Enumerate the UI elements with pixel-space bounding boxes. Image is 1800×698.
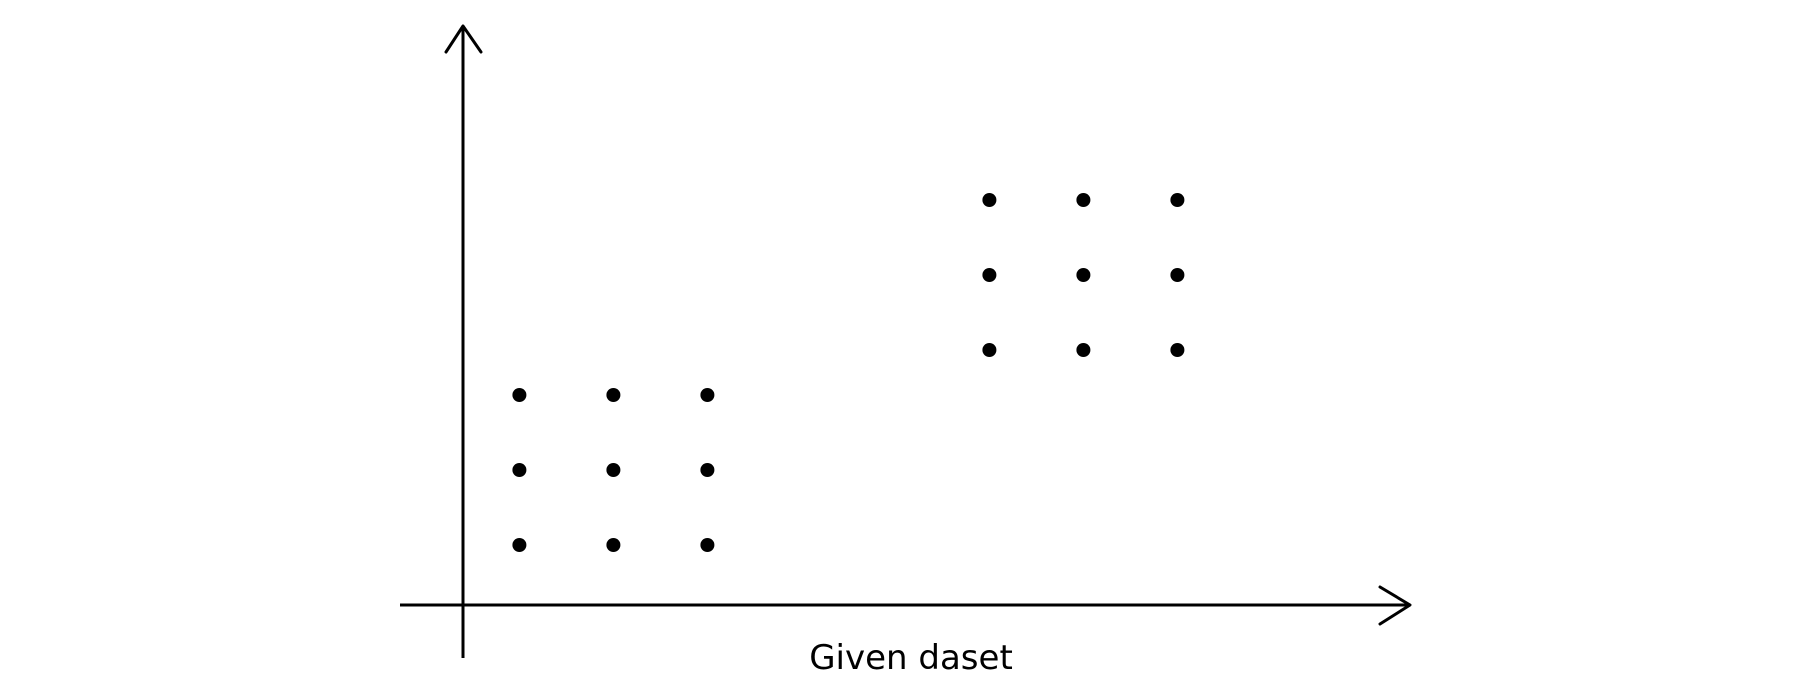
data-point	[700, 388, 715, 402]
axes	[400, 24, 1412, 658]
data-point	[1170, 268, 1185, 282]
data-point	[1170, 193, 1185, 207]
data-point	[982, 268, 997, 282]
data-point	[1076, 193, 1091, 207]
data-point	[700, 463, 715, 477]
data-point	[512, 538, 527, 552]
data-point	[512, 463, 527, 477]
data-point	[606, 538, 621, 552]
data-point	[982, 193, 997, 207]
data-point	[512, 388, 527, 402]
data-point	[1076, 343, 1091, 357]
x-axis-label: Given daset	[809, 638, 1013, 678]
data-point	[982, 343, 997, 357]
data-point	[606, 388, 621, 402]
y-axis-arrow	[444, 24, 483, 54]
data-point	[606, 463, 621, 477]
x-axis-arrow	[1378, 585, 1412, 626]
data-points	[512, 193, 1185, 552]
data-point	[700, 538, 715, 552]
data-point	[1076, 268, 1091, 282]
data-point	[1170, 343, 1185, 357]
